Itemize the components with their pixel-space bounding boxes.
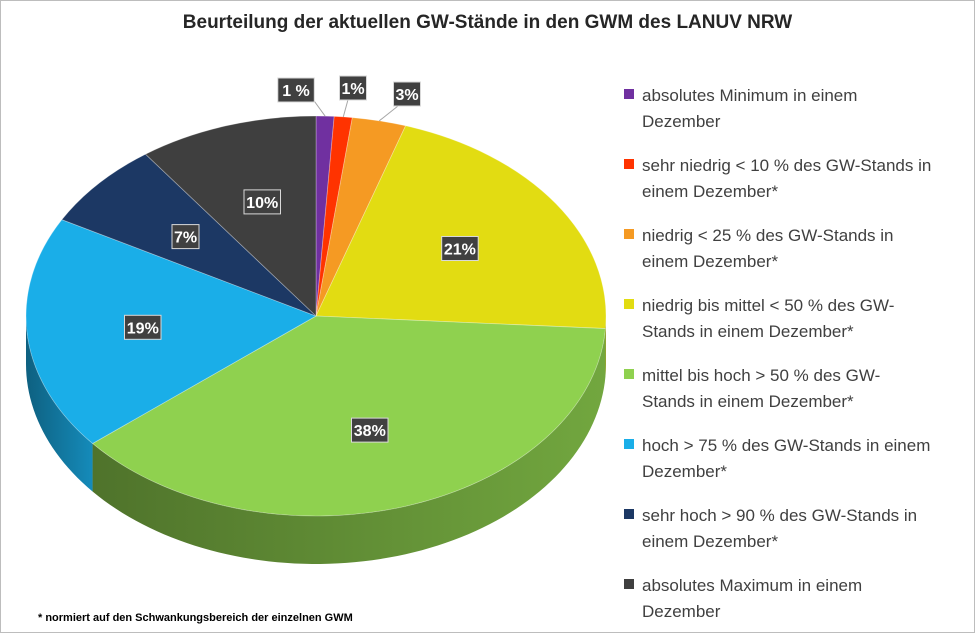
pie-slice — [25, 219, 317, 444]
legend-label: niedrig < 25 % des GW-Stands in einem De… — [642, 226, 894, 271]
legend-item: sehr niedrig < 10 % des GW-Stands in ein… — [624, 153, 969, 223]
data-label-box — [393, 81, 421, 107]
pie-slice — [144, 115, 317, 317]
legend-label: sehr niedrig < 10 % des GW-Stands in ein… — [642, 156, 932, 201]
legend-swatch — [624, 369, 634, 379]
data-label-box — [243, 189, 281, 215]
legend-label: absolutes Minimum in einem Dezember — [642, 86, 858, 131]
pie-slice-side — [605, 316, 606, 377]
legend-item: absolutes Maximum in einem Dezember — [624, 573, 969, 643]
pie-slice — [315, 115, 335, 317]
legend-item: absolutes Minimum in einem Dezember — [624, 83, 969, 153]
legend-label: hoch > 75 % des GW-Stands in einem Dezem… — [642, 436, 931, 481]
legend-swatch — [624, 229, 634, 239]
data-label-box — [351, 417, 389, 443]
pie-slice — [315, 125, 607, 329]
legend-item: mittel bis hoch > 50 % des GW- Stands in… — [624, 363, 969, 433]
legend-swatch — [624, 509, 634, 519]
data-label: 21% — [444, 242, 476, 259]
legend-item: niedrig bis mittel < 50 % des GW- Stands… — [624, 293, 969, 363]
legend-label: absolutes Maximum in einem Dezember — [642, 576, 863, 621]
data-label: 10% — [246, 195, 278, 212]
data-label-box — [441, 236, 479, 261]
pie-slice-side — [26, 316, 93, 492]
legend-label: sehr hoch > 90 % des GW-Stands in einem … — [642, 506, 918, 551]
data-label: 1% — [341, 81, 364, 98]
data-label: 19% — [127, 320, 159, 337]
pie-slice-side — [92, 328, 606, 564]
data-label-box — [277, 77, 315, 103]
data-label-box — [171, 224, 200, 250]
data-label: 7% — [174, 230, 197, 247]
legend-swatch — [624, 579, 634, 589]
chart-title: Beurteilung der aktuellen GW-Stände in d… — [182, 12, 793, 33]
data-label: 3% — [395, 87, 418, 104]
legend-item: sehr hoch > 90 % des GW-Stands in einem … — [624, 503, 969, 573]
pie-slice — [315, 117, 407, 317]
legend-label: mittel bis hoch > 50 % des GW- Stands in… — [642, 366, 881, 411]
legend-item: niedrig < 25 % des GW-Stands in einem De… — [624, 223, 969, 293]
legend-swatch — [624, 439, 634, 449]
data-label-box — [124, 314, 162, 340]
legend-swatch — [624, 159, 634, 169]
pie-slice — [91, 315, 606, 517]
legend-label: niedrig bis mittel < 50 % des GW- Stands… — [642, 296, 895, 341]
legend-swatch — [624, 89, 634, 99]
legend-swatch — [624, 299, 634, 309]
data-label: 1 % — [282, 83, 310, 100]
footnote: * normiert auf den Schwankungsbereich de… — [38, 612, 353, 624]
legend-item: hoch > 75 % des GW-Stands in einem Dezem… — [624, 433, 969, 503]
data-label: 38% — [354, 423, 386, 440]
chart-legend: absolutes Minimum in einem Dezember sehr … — [624, 83, 969, 643]
data-label-box — [339, 75, 367, 101]
